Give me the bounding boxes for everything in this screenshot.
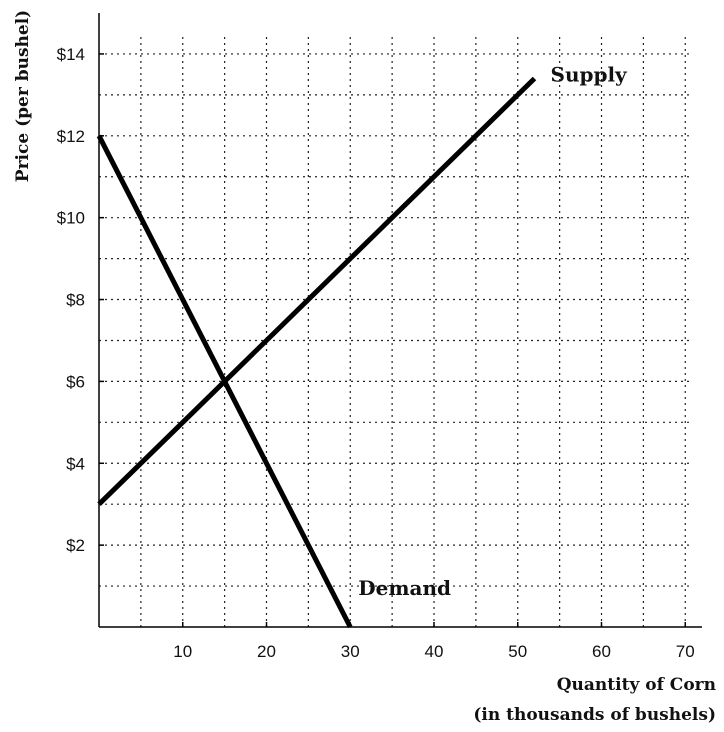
x-tick-label: 40 <box>425 642 444 661</box>
y-tick-label: $8 <box>66 291 85 310</box>
x-axis-title-line-2: (in thousands of bushels) <box>473 705 716 725</box>
demand-curve <box>96 134 353 629</box>
x-axis-title-line-1: Quantity of Corn <box>557 675 716 695</box>
y-tick-label: $10 <box>57 209 85 228</box>
y-tick-label: $12 <box>57 127 85 146</box>
x-tick-label: 20 <box>257 642 276 661</box>
series-labels: Supply Demand <box>358 62 628 600</box>
supply-curve <box>97 76 537 506</box>
supply-label: Supply <box>551 62 629 86</box>
grid <box>99 35 692 627</box>
x-tick-label: 50 <box>508 642 527 661</box>
y-axis-title: Price (per bushel) <box>13 10 33 182</box>
y-tick-label: $6 <box>66 372 85 391</box>
tick-labels: 10 20 30 40 50 60 70 $2 $4 $6 $8 $10 $12 $14 <box>57 45 695 661</box>
x-tick-label: 60 <box>592 642 611 661</box>
y-tick-label: $14 <box>57 45 85 64</box>
x-tick-label: 70 <box>676 642 695 661</box>
x-tick-label: 10 <box>173 642 192 661</box>
x-tick-label: 30 <box>341 642 360 661</box>
axes <box>98 13 702 628</box>
curves <box>96 76 537 629</box>
y-tick-label: $4 <box>66 454 85 473</box>
y-tick-label: $2 <box>66 536 85 555</box>
demand-label: Demand <box>358 576 451 600</box>
